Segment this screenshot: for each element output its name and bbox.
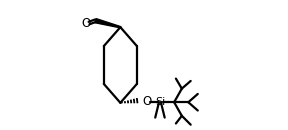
Text: O: O [142, 95, 151, 108]
Text: Si: Si [155, 97, 165, 107]
Text: O: O [82, 17, 91, 30]
Polygon shape [95, 19, 120, 28]
